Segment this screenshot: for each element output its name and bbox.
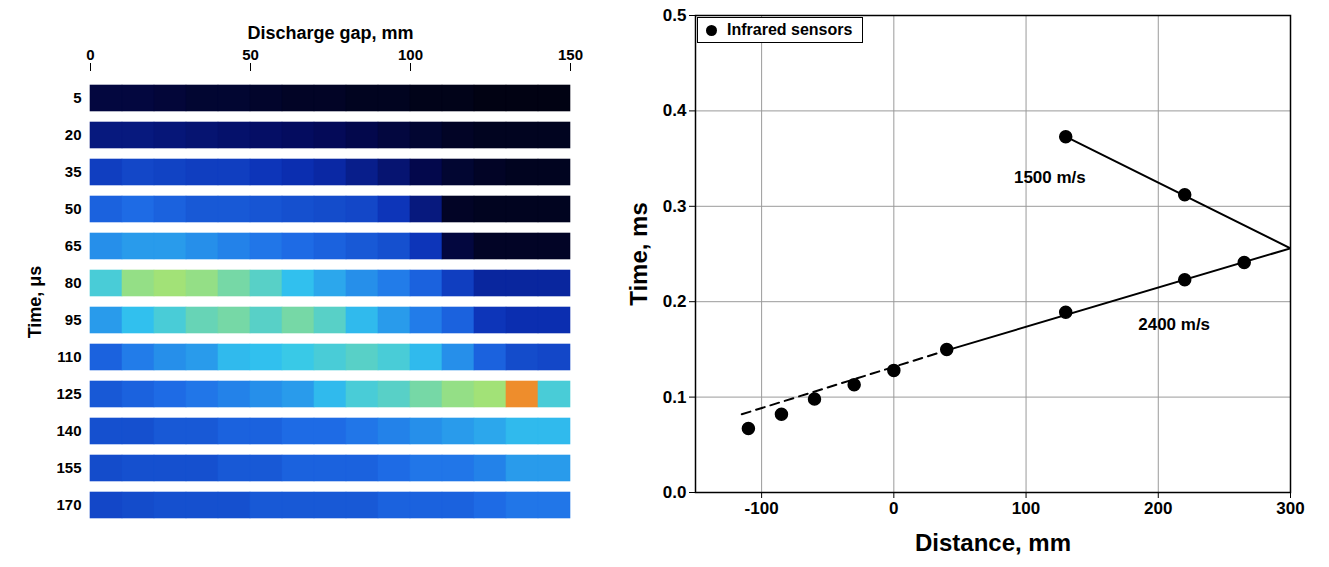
svg-text:150: 150 (558, 46, 583, 63)
svg-text:300: 300 (1276, 499, 1304, 518)
svg-text:110: 110 (57, 348, 81, 365)
svg-text:50: 50 (242, 46, 259, 63)
svg-text:200: 200 (1144, 499, 1172, 518)
svg-text:80: 80 (65, 274, 82, 291)
svg-text:50: 50 (65, 200, 82, 217)
svg-text:5: 5 (73, 89, 81, 106)
svg-text:95: 95 (65, 311, 82, 328)
svg-text:100: 100 (398, 46, 423, 63)
svg-text:0: 0 (889, 499, 898, 518)
svg-text:0.5: 0.5 (663, 6, 687, 25)
svg-text:0: 0 (86, 46, 94, 63)
svg-text:0.2: 0.2 (663, 292, 687, 311)
svg-text:-100: -100 (745, 499, 779, 518)
html-text:Infrared sensors: Infrared sensors (727, 21, 853, 38)
svg-text:35: 35 (65, 163, 82, 180)
svg-text:0.1: 0.1 (663, 388, 687, 407)
svg-text:0.0: 0.0 (663, 483, 687, 502)
svg-text:125: 125 (56, 385, 81, 402)
svg-text:140: 140 (56, 422, 81, 439)
svg-text:100: 100 (1012, 499, 1040, 518)
svg-text:0.3: 0.3 (663, 197, 687, 216)
svg-text:1500 m/s: 1500 m/s (1014, 168, 1086, 187)
svg-text:170: 170 (56, 496, 81, 513)
svg-text:2400 m/s: 2400 m/s (1138, 315, 1210, 334)
svg-text:Time, μs: Time, μs (25, 266, 45, 339)
svg-text:Time, ms: Time, ms (625, 202, 652, 306)
svg-text:Discharge gap, mm: Discharge gap, mm (247, 23, 413, 43)
svg-text:20: 20 (65, 126, 82, 143)
svg-text:155: 155 (56, 459, 81, 476)
svg-text:65: 65 (65, 237, 82, 254)
svg-text:0.4: 0.4 (663, 101, 687, 120)
svg-text:Distance, mm: Distance, mm (915, 529, 1071, 556)
